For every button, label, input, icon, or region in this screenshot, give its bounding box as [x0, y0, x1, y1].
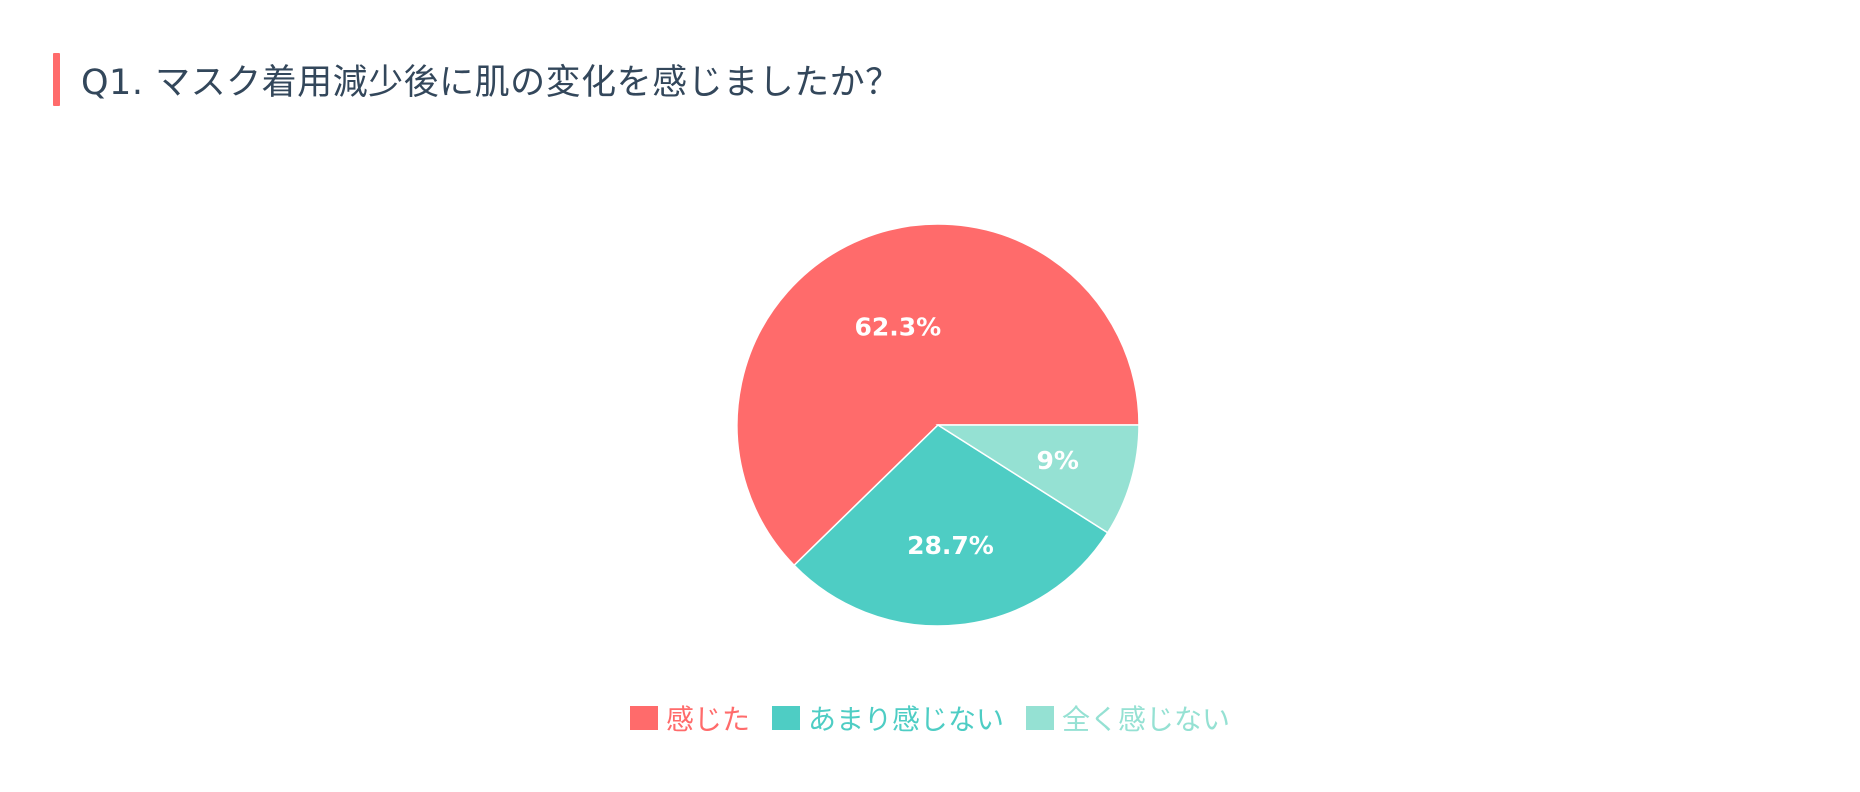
slice-label-1: 62.3%: [854, 312, 941, 341]
slice-label-2: 28.7%: [907, 531, 994, 560]
legend-label-1: 感じた: [665, 703, 750, 736]
pie-slice-3: [935, 424, 1140, 534]
legend-swatch-3: [1026, 706, 1054, 730]
chart-title: Q1. マスク着用減少後に肌の変化を感じましたか？: [81, 63, 901, 103]
legend: 感じた あまり感じない 全く感じない: [0, 698, 1860, 738]
title-block: Q1. マスク着用減少後に肌の変化を感じましたか？: [53, 53, 901, 106]
legend-label-2: あまり感じない: [807, 703, 1004, 736]
legend-item-1[interactable]: 感じた: [629, 698, 750, 738]
legend-item-3[interactable]: 全く感じない: [1026, 698, 1230, 738]
slice-label-3: 9%: [1036, 446, 1078, 475]
legend-label-3: 全く感じない: [1062, 703, 1231, 736]
title-accent-bar: [53, 53, 60, 106]
legend-swatch-1: [629, 706, 658, 730]
legend-swatch-2: [771, 706, 800, 730]
pie-labels: 62.3% 28.7% 9%: [854, 312, 1078, 560]
pie-slice-2: [793, 424, 1109, 627]
pie-slice-1: [736, 223, 1140, 567]
legend-item-2[interactable]: あまり感じない: [771, 698, 1004, 738]
pie-slices: [736, 223, 1140, 627]
